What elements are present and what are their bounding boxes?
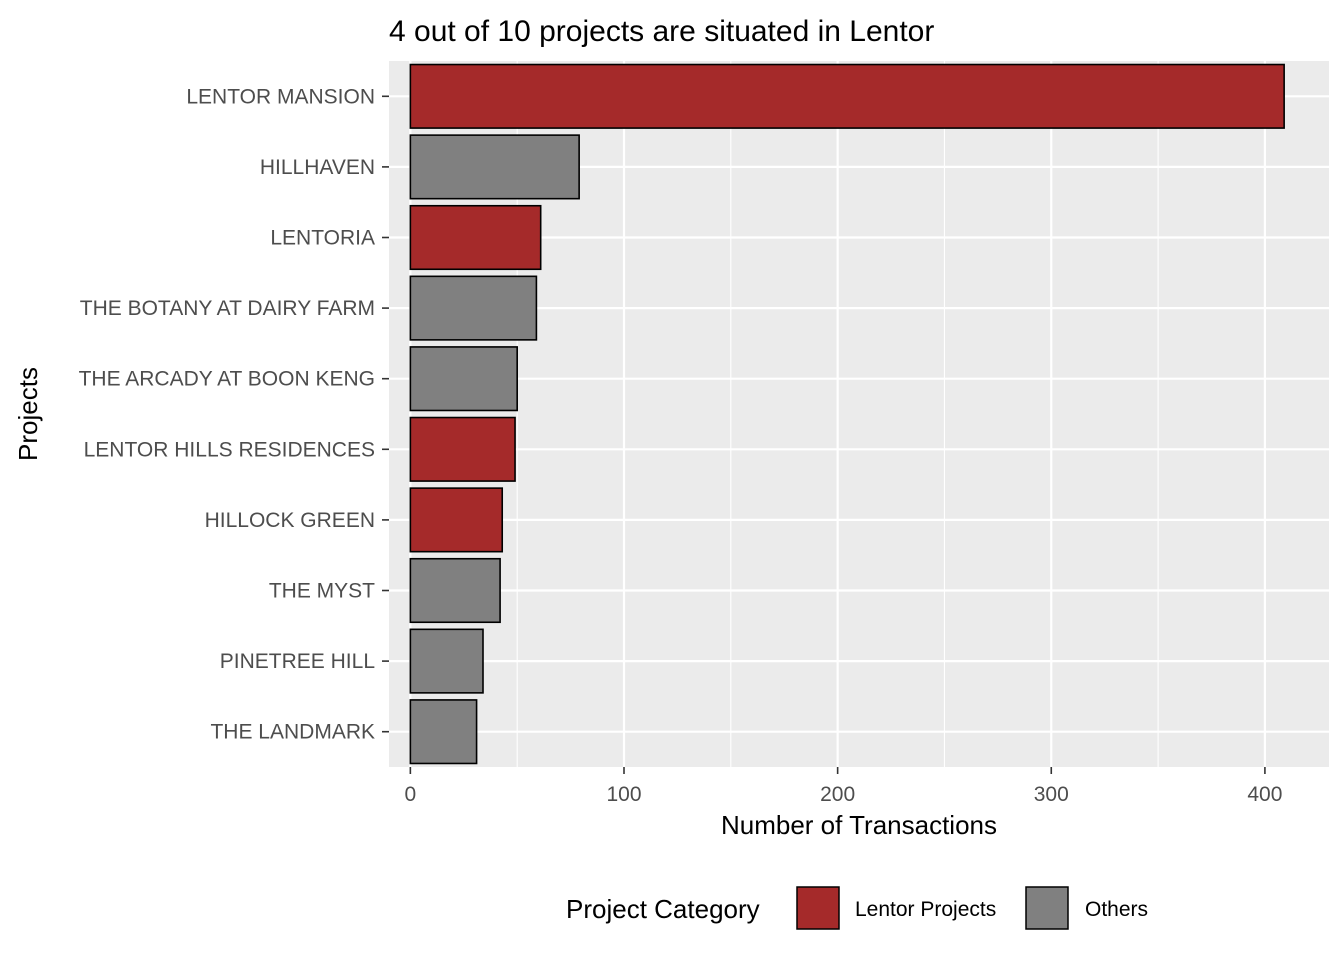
bar-hillhaven [409, 134, 580, 200]
y-tick-label: LENTOR MANSION [186, 85, 375, 108]
y-tick-label: LENTORIA [270, 227, 375, 250]
bar-the-arcady-at-boon-keng [409, 346, 518, 412]
legend-label-others: Others [1085, 898, 1148, 921]
y-tick-label: HILLHAVEN [260, 156, 375, 179]
bar-lentor-hills-residences [409, 416, 516, 482]
bar-lentor-mansion [409, 63, 1285, 129]
x-tick-label: 300 [1034, 783, 1069, 806]
x-tick-label: 400 [1247, 783, 1282, 806]
bar-hillock-green [409, 487, 504, 553]
legend-swatch-others [1025, 886, 1069, 930]
bar-the-botany-at-dairy-farm [409, 275, 538, 341]
legend-swatch-lentor-projects [796, 886, 840, 930]
legend-label-lentor-projects: Lentor Projects [855, 898, 996, 921]
y-tick-label: THE LANDMARK [210, 721, 375, 744]
bar-the-landmark [409, 699, 478, 765]
bar-lentoria [409, 204, 542, 271]
x-axis: 0 100 200 300 400 [405, 767, 1282, 806]
x-axis-title: Number of Transactions [721, 810, 997, 840]
chart-title: 4 out of 10 projects are situated in Len… [389, 15, 934, 48]
bar-the-myst [409, 557, 501, 624]
y-axis: LENTOR MANSION HILLHAVEN LENTORIA THE BOTAN… [79, 85, 389, 744]
y-tick-label: PINETREE HILL [220, 650, 375, 673]
bar-pinetree-hill [409, 628, 484, 694]
y-tick-label: THE ARCADY AT BOON KENG [79, 368, 375, 391]
y-tick-label: THE MYST [269, 580, 375, 603]
x-tick-label: 200 [820, 783, 855, 806]
x-tick-label: 0 [405, 783, 417, 806]
y-tick-label: HILLOCK GREEN [205, 509, 375, 532]
bars [409, 63, 1285, 765]
y-axis-title: Projects [13, 367, 43, 461]
x-tick-label: 100 [606, 783, 641, 806]
legend-title: Project Category [566, 894, 760, 924]
y-tick-label: LENTOR HILLS RESIDENCES [84, 438, 375, 461]
y-tick-label: THE BOTANY AT DAIRY FARM [80, 297, 375, 320]
legend: Project Category Lentor Projects Others [566, 886, 1148, 930]
